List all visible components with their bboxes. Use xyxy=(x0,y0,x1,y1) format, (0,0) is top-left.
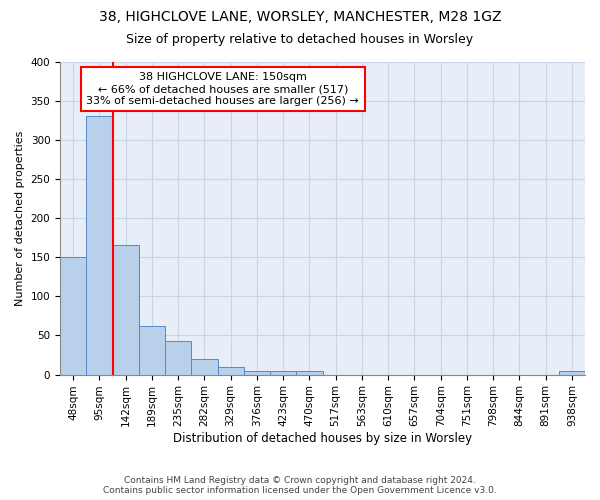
Bar xyxy=(270,372,296,374)
Bar xyxy=(165,341,191,374)
Text: 38 HIGHCLOVE LANE: 150sqm
← 66% of detached houses are smaller (517)
33% of semi: 38 HIGHCLOVE LANE: 150sqm ← 66% of detac… xyxy=(86,72,359,106)
Bar xyxy=(139,326,165,374)
Y-axis label: Number of detached properties: Number of detached properties xyxy=(15,130,25,306)
Bar xyxy=(60,257,86,374)
Bar xyxy=(244,370,270,374)
Bar xyxy=(296,370,323,374)
Text: 38, HIGHCLOVE LANE, WORSLEY, MANCHESTER, M28 1GZ: 38, HIGHCLOVE LANE, WORSLEY, MANCHESTER,… xyxy=(99,10,501,24)
Bar xyxy=(191,359,218,374)
X-axis label: Distribution of detached houses by size in Worsley: Distribution of detached houses by size … xyxy=(173,432,472,445)
Bar xyxy=(86,116,113,374)
Text: Contains HM Land Registry data © Crown copyright and database right 2024.
Contai: Contains HM Land Registry data © Crown c… xyxy=(103,476,497,495)
Bar xyxy=(113,246,139,374)
Text: Size of property relative to detached houses in Worsley: Size of property relative to detached ho… xyxy=(127,32,473,46)
Bar xyxy=(218,367,244,374)
Bar xyxy=(559,370,585,374)
